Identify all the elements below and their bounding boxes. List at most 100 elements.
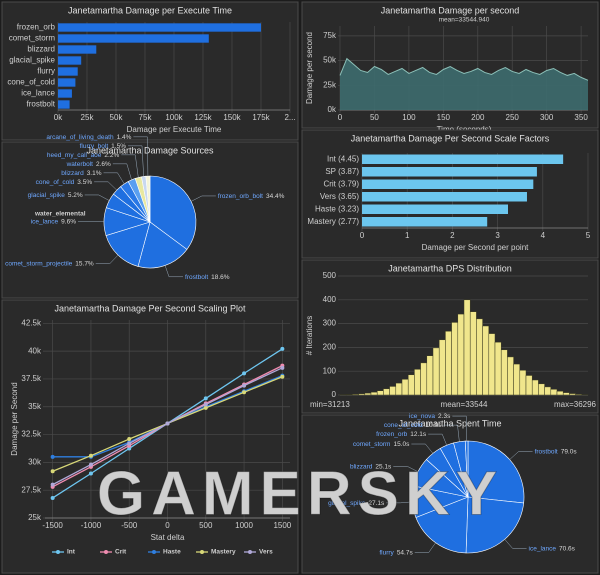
y-tick-label: Haste (3.23) xyxy=(315,204,359,213)
x-tick-label: 2 xyxy=(450,231,455,240)
slice-value: 9.6% xyxy=(61,218,76,225)
point xyxy=(280,346,285,351)
histogram-bar xyxy=(463,299,471,396)
point xyxy=(50,454,55,459)
slice-value: 70.6s xyxy=(559,545,576,552)
point xyxy=(127,446,132,451)
leader-line xyxy=(504,539,527,549)
leader-line xyxy=(164,265,184,278)
leader-line xyxy=(190,195,216,202)
histogram-bar xyxy=(476,318,483,396)
histogram-bar xyxy=(531,379,539,396)
slice-label: frostbolt 18.6% xyxy=(185,274,230,281)
y-tick-label: frozen_orb xyxy=(17,23,56,32)
bar xyxy=(58,78,76,87)
x-axis-label: Damage per Second per point xyxy=(422,243,530,252)
slice-value: 54.7s xyxy=(397,549,414,556)
slice-name: ice_lance xyxy=(529,545,557,552)
histogram-bar xyxy=(550,389,558,396)
y-tick-label: 27.5k xyxy=(21,485,42,494)
x-tick-label: 125k xyxy=(194,113,212,122)
histogram-bar xyxy=(519,369,527,396)
histogram-bar xyxy=(525,375,533,396)
y-tick-label: blizzard xyxy=(27,45,55,54)
chart-title: Janetamartha Damage Sources xyxy=(86,145,214,155)
slice-name: frostbolt xyxy=(535,448,558,455)
histogram-bar xyxy=(376,390,384,396)
bar xyxy=(58,56,82,65)
histogram-bar xyxy=(451,322,459,396)
point xyxy=(88,462,93,467)
slice-name: glacial_spike xyxy=(28,192,66,199)
pie-slice xyxy=(149,175,197,250)
y-tick-label: 25k xyxy=(28,513,42,522)
legend-marker xyxy=(152,550,156,554)
x-tick-label: 1 xyxy=(405,231,410,240)
leader-line xyxy=(393,466,419,472)
x-axis-label: Stat delta xyxy=(151,533,185,542)
y-tick-label: 37.5k xyxy=(21,374,42,383)
bar xyxy=(58,23,261,32)
slice-name: blizzard xyxy=(61,170,84,177)
pie-slice xyxy=(145,175,151,223)
chart-title: Janetamartha Damage per second xyxy=(381,5,520,15)
slice-label: blizzard 25.1s xyxy=(350,463,392,470)
y-tick-label: Crit (3.79) xyxy=(323,179,359,188)
slice-value: 3.5% xyxy=(77,179,92,186)
slice-value: 2.6% xyxy=(96,161,111,168)
y-axis-label: Damage per second xyxy=(305,32,314,104)
histogram-bar xyxy=(438,339,446,396)
legend-marker xyxy=(104,550,108,554)
y-tick-label: glacial_spike xyxy=(9,56,55,65)
histogram-bar xyxy=(364,392,372,396)
leader-line xyxy=(414,542,436,553)
slice-value: 34.4% xyxy=(266,193,285,200)
point xyxy=(50,495,55,500)
x-tick-label: 150k xyxy=(223,113,241,122)
legend-label: Crit xyxy=(115,549,127,556)
watermark: GAMERSKY xyxy=(97,459,503,528)
histogram-bar xyxy=(500,349,508,396)
x-tick-label: 50 xyxy=(370,113,379,122)
leader-line xyxy=(509,451,533,460)
chart-title: Janetamartha Spent Time xyxy=(398,418,501,428)
slice-label: frostbolt 79.0s xyxy=(535,448,578,455)
y-tick-label: 35k xyxy=(28,402,42,411)
y-tick-label: 42.5k xyxy=(21,318,42,327)
legend-label: Mastery xyxy=(211,549,236,556)
legend-marker xyxy=(200,550,204,554)
slice-name: frozen_orb xyxy=(376,431,407,438)
histogram-bar xyxy=(569,393,576,396)
annotation: water_elemental xyxy=(34,211,86,218)
area-line xyxy=(339,57,589,81)
histogram-bar xyxy=(401,379,409,396)
histogram-bar xyxy=(414,369,421,396)
slice-name: comet_storm_projectile xyxy=(5,260,73,267)
leader-line xyxy=(428,433,447,446)
y-tick-label: flurry xyxy=(37,67,55,76)
annotation: mean=33544.940 xyxy=(439,17,490,24)
y-tick-label: SP (3.87) xyxy=(325,167,359,176)
histogram-bar xyxy=(445,330,452,396)
x-tick-label: -1500 xyxy=(42,521,63,530)
slice-label: comet_storm 15.0s xyxy=(353,441,410,448)
slice-label: glacial_spike 27.1s xyxy=(328,500,385,507)
histogram-bar xyxy=(407,374,415,396)
slice-label: waterbolt 2.6% xyxy=(66,161,111,168)
x-tick-label: 0 xyxy=(165,521,170,530)
chart-title: Janetamartha Damage Per Second Scaling P… xyxy=(54,303,246,313)
bar xyxy=(362,204,508,214)
slice-value: 12.1s xyxy=(410,431,427,438)
slice-name: ice_lance xyxy=(31,218,59,225)
x-tick-label: -1000 xyxy=(81,521,102,530)
histogram-bar xyxy=(457,313,465,396)
point xyxy=(127,437,132,442)
x-tick-label: 1000 xyxy=(235,521,253,530)
leader-line xyxy=(443,424,460,442)
leader-line xyxy=(121,154,139,178)
y-tick-label: ice_lance xyxy=(21,89,55,98)
x-tick-label: 2... xyxy=(284,113,295,122)
x-tick-label: 200 xyxy=(471,113,485,122)
slice-label: ice_lance 70.6s xyxy=(529,545,576,552)
